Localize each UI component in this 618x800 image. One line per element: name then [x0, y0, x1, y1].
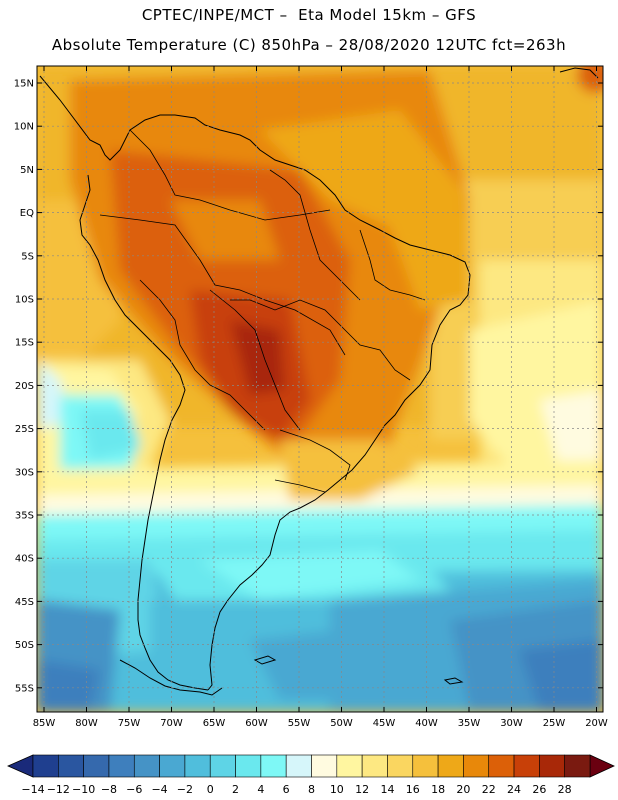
colorbar-swatch	[311, 754, 338, 778]
colorbar-label: 14	[380, 783, 394, 796]
colorbar-label: 6	[283, 783, 290, 796]
colorbar-label: 10	[330, 783, 344, 796]
longitude-label: 25W	[543, 718, 566, 729]
map-title: CPTEC/INPE/MCT – Eta Model 15km – GFS	[141, 6, 477, 24]
colorbar-label: 26	[532, 783, 546, 796]
colorbar-label: −8	[101, 783, 117, 796]
latitude-label: 40S	[15, 554, 34, 565]
longitude-label: 35W	[458, 718, 481, 729]
gridlines	[37, 66, 603, 712]
colorbar-label: −12	[47, 783, 70, 796]
latitude-label: 30S	[15, 467, 34, 478]
longitude-label: 30W	[500, 718, 523, 729]
colorbar-swatch	[437, 754, 464, 778]
colorbar-swatch	[209, 754, 236, 778]
longitude-label: 85W	[33, 718, 56, 729]
colorbar-swatch	[564, 754, 591, 778]
colorbar-swatch	[387, 754, 414, 778]
longitude-label: 50W	[330, 718, 353, 729]
map-frame	[36, 65, 604, 713]
colorbar-label: 12	[355, 783, 369, 796]
longitude-label: 20W	[585, 718, 608, 729]
colorbar-swatch	[361, 754, 388, 778]
colorbar-swatch	[513, 754, 540, 778]
colorbar-swatch	[336, 754, 363, 778]
colorbar-swatch	[488, 754, 515, 778]
colorbar-label: −6	[126, 783, 142, 796]
country-borders	[99, 129, 426, 493]
latitude-label: 55S	[15, 683, 34, 694]
longitude-label: 45W	[373, 718, 396, 729]
colorbar-swatch	[32, 754, 59, 778]
colorbar-swatch	[83, 754, 110, 778]
latitude-label: EQ	[20, 208, 34, 219]
axis-ticks	[37, 66, 603, 712]
latitude-label: 25S	[15, 424, 34, 435]
colorbar-label: 24	[507, 783, 521, 796]
longitude-label: 40W	[415, 718, 438, 729]
colorbar-under-arrow	[7, 754, 34, 778]
colorbar-swatch	[412, 754, 439, 778]
colorbar-label: 4	[257, 783, 264, 796]
colorbar-swatch	[184, 754, 211, 778]
colorbar-label: 22	[482, 783, 496, 796]
temperature-field	[37, 66, 603, 712]
latitude-label: 35S	[15, 511, 34, 522]
colorbar-swatch	[58, 754, 84, 778]
latitude-label: 15S	[15, 338, 34, 349]
longitude-labels: 85W 80W 75W 70W 65W 60W 55W 50W 45W 40W 35W 30W 25W 2…	[33, 718, 608, 729]
longitude-label: 60W	[245, 718, 268, 729]
colorbar	[7, 754, 615, 778]
latitude-label: 50S	[15, 640, 34, 651]
colorbar-swatch	[133, 754, 160, 778]
colorbar-label: 16	[406, 783, 420, 796]
colorbar-label: 0	[207, 783, 214, 796]
colorbar-label: 18	[431, 783, 445, 796]
colorbar-label: −2	[177, 783, 193, 796]
colorbar-label: 2	[232, 783, 239, 796]
latitude-label: 20S	[15, 381, 34, 392]
colorbar-swatch	[285, 754, 312, 778]
colorbar-label: −14	[21, 783, 44, 796]
colorbar-swatch	[159, 754, 186, 778]
colorbar-label: −10	[72, 783, 95, 796]
colorbar-swatch	[260, 754, 287, 778]
colorbar-labels: −14 −12 −10 −8 −6 −4 −2 0 2 4 6 8 10 12 14 16 18 20 22 24 26…	[21, 783, 571, 796]
longitude-label: 65W	[203, 718, 226, 729]
colorbar-label: 28	[558, 783, 572, 796]
latitude-label: 10S	[15, 295, 34, 306]
colorbar-label: −4	[151, 783, 167, 796]
colorbar-label: 8	[308, 783, 315, 796]
latitude-label: 15N	[14, 79, 34, 90]
longitude-label: 55W	[288, 718, 311, 729]
latitude-label: 5S	[21, 251, 34, 262]
colorbar-swatch	[539, 754, 565, 778]
colorbar-swatch	[108, 754, 135, 778]
latitude-label: 5N	[20, 165, 34, 176]
latitude-label: 45S	[15, 597, 34, 608]
colorbar-label: 20	[456, 783, 470, 796]
longitude-label: 70W	[160, 718, 183, 729]
colorbar-swatch	[235, 754, 262, 778]
longitude-label: 75W	[118, 718, 141, 729]
map-subtitle: Absolute Temperature (C) 850hPa – 28/08/…	[51, 36, 567, 54]
colorbar-swatch	[463, 754, 490, 778]
latitude-labels: 15N 10N 5N EQ 5S 10S 15S 20S 25S 30S 35S 40S 45S 50S 5…	[14, 79, 34, 695]
colorbar-over-arrow	[589, 754, 615, 778]
latitude-label: 10N	[14, 122, 34, 133]
longitude-label: 80W	[75, 718, 98, 729]
